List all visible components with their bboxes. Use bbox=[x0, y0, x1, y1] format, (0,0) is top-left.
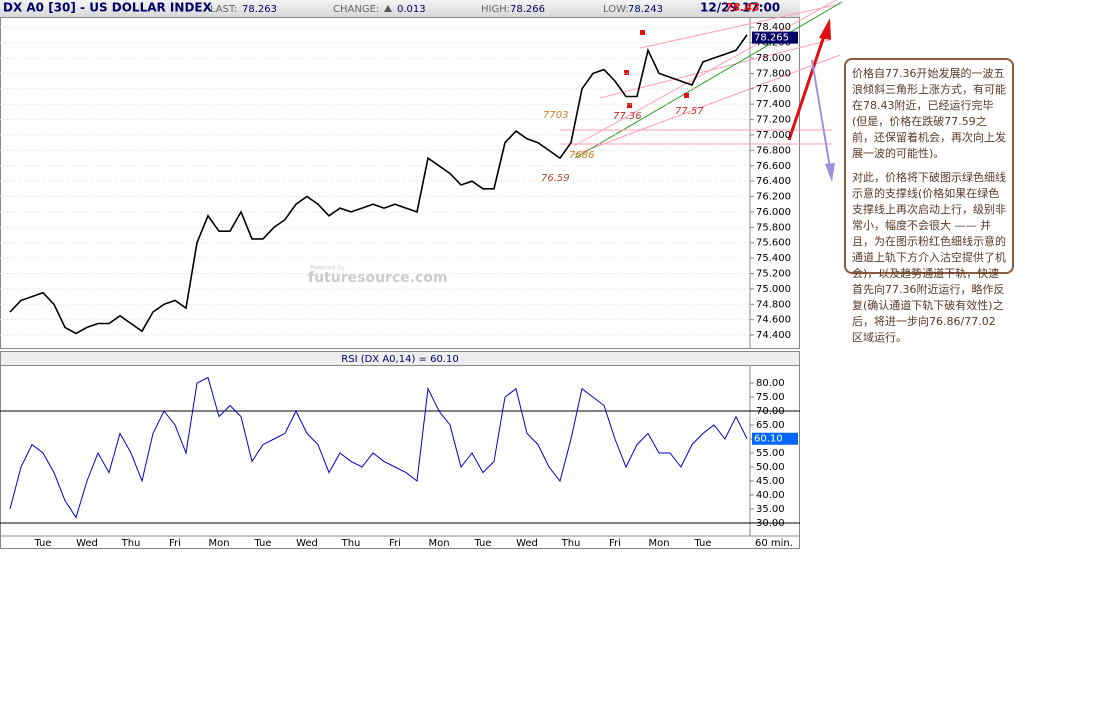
y-tick-label: 78.000 bbox=[756, 53, 791, 64]
y-tick-label: 74.600 bbox=[756, 315, 791, 326]
annotation: 77.57 bbox=[675, 106, 704, 117]
x-tick-label: Thu bbox=[121, 538, 141, 549]
x-tick-label: Mon bbox=[428, 538, 449, 549]
down-arrowhead bbox=[825, 163, 835, 182]
y-tick-label: 76.600 bbox=[756, 161, 791, 172]
y-tick-label: 76.000 bbox=[756, 207, 791, 218]
wave-marker bbox=[627, 103, 632, 108]
y-tick-label: 75.200 bbox=[756, 269, 791, 280]
y-tick-label: 74.400 bbox=[756, 330, 791, 341]
comment-box: 价格自77.36开始发展的一波五浪倾斜三角形上涨方式，有可能在78.43附近，已… bbox=[844, 58, 1014, 344]
comment-paragraph: 价格自77.36开始发展的一波五浪倾斜三角形上涨方式，有可能在78.43附近，已… bbox=[852, 67, 1006, 160]
annotation: 78.43 bbox=[725, 1, 760, 14]
y-tick-label: 40.00 bbox=[756, 490, 785, 501]
annotation: 7686 bbox=[569, 150, 594, 161]
down-arrow bbox=[811, 59, 831, 169]
current-value-label: 78.265 bbox=[754, 33, 789, 44]
channel-top bbox=[639, 3, 841, 49]
y-tick-label: 76.800 bbox=[756, 145, 791, 156]
current-value-label: 60.10 bbox=[754, 434, 783, 445]
y-tick-label: 74.800 bbox=[756, 299, 791, 310]
current-value-box bbox=[752, 432, 798, 445]
y-tick-label: 65.00 bbox=[756, 420, 785, 431]
wave-marker bbox=[684, 93, 689, 98]
y-tick-label: 75.400 bbox=[756, 253, 791, 264]
wave-marker bbox=[640, 30, 645, 35]
last-label: LAST: bbox=[210, 4, 237, 15]
x-tick-label: Fri bbox=[169, 538, 181, 549]
rsi-title: RSI (DX A0,14) = 60.10 bbox=[341, 354, 458, 365]
y-tick-label: 75.00 bbox=[756, 392, 785, 403]
x-tick-label: Wed bbox=[516, 538, 538, 549]
y-tick-label: 45.00 bbox=[756, 476, 785, 487]
y-tick-label: 76.200 bbox=[756, 192, 791, 203]
change-label: CHANGE: bbox=[333, 4, 379, 15]
y-tick-label: 75.800 bbox=[756, 222, 791, 233]
y-tick-label: 77.600 bbox=[756, 84, 791, 95]
header-bar bbox=[0, 0, 800, 17]
y-tick-label: 50.00 bbox=[756, 462, 785, 473]
annotation: 77.36 bbox=[613, 111, 642, 122]
annotation: 76.59 bbox=[541, 173, 570, 184]
y-tick-label: 77.400 bbox=[756, 99, 791, 110]
x-tick-label: Tue bbox=[253, 538, 271, 549]
y-tick-label: 77.800 bbox=[756, 68, 791, 79]
x-tick-label: Fri bbox=[389, 538, 401, 549]
up-arrow bbox=[787, 29, 828, 141]
wave-marker bbox=[624, 70, 629, 75]
high-label: HIGH: bbox=[481, 4, 510, 15]
y-tick-label: 76.400 bbox=[756, 176, 791, 187]
annotation: 7703 bbox=[543, 110, 568, 121]
change-arrow bbox=[384, 5, 392, 12]
x-tick-label: Thu bbox=[341, 538, 361, 549]
low-value: 78.243 bbox=[628, 4, 663, 15]
x-tick-label: Thu bbox=[561, 538, 581, 549]
price-line bbox=[9, 376, 748, 519]
x-tick-label: Mon bbox=[208, 538, 229, 549]
x-tick-label: Mon bbox=[648, 538, 669, 549]
y-tick-label: 35.00 bbox=[756, 504, 785, 515]
y-tick-label: 77.000 bbox=[756, 130, 791, 141]
current-value-box bbox=[752, 31, 798, 44]
y-tick-label: 75.600 bbox=[756, 238, 791, 249]
watermark: futuresource.com bbox=[308, 270, 448, 286]
high-value: 78.266 bbox=[510, 4, 545, 15]
symbol: DX A0 [30] - US DOLLAR INDEX bbox=[3, 1, 213, 15]
comment-paragraph: 对此，价格将下破图示绿色细线示意的支撑线(价格如果在绿色支撑线上再次启动上行，级… bbox=[852, 171, 1006, 344]
last-value: 78.263 bbox=[242, 4, 277, 15]
low-label: LOW: bbox=[603, 4, 629, 15]
watermark-small: Powered by bbox=[310, 265, 345, 272]
y-tick-label: 78.400 bbox=[756, 22, 791, 33]
up-arrowhead bbox=[819, 18, 831, 40]
time: 12/29 17:00 bbox=[700, 1, 780, 15]
x-tick-label: Wed bbox=[76, 538, 98, 549]
channel-upper bbox=[573, 0, 838, 147]
rsi-panel bbox=[0, 365, 800, 549]
price-line bbox=[9, 34, 748, 335]
support-line bbox=[574, 1, 843, 159]
y-tick-label: 77.200 bbox=[756, 115, 791, 126]
x-unit: 60 min. bbox=[755, 538, 793, 549]
x-tick-label: Tue bbox=[473, 538, 491, 549]
channel-lower bbox=[573, 54, 841, 156]
x-tick-label: Tue bbox=[693, 538, 711, 549]
price-panel bbox=[0, 17, 800, 349]
x-tick-label: Fri bbox=[609, 538, 621, 549]
trendlines bbox=[560, 0, 843, 182]
x-tick-label: Tue bbox=[33, 538, 51, 549]
y-tick-label: 55.00 bbox=[756, 448, 785, 459]
x-tick-label: Wed bbox=[296, 538, 318, 549]
change-value: 0.013 bbox=[397, 4, 426, 15]
y-tick-label: 80.00 bbox=[756, 378, 785, 389]
y-tick-label: 75.000 bbox=[756, 284, 791, 295]
